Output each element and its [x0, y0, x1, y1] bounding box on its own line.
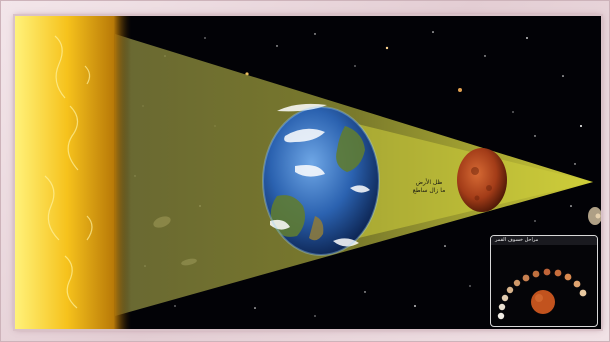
phase-moon: [522, 274, 530, 282]
phase-moon: [564, 273, 572, 281]
phase-moons: [497, 268, 587, 320]
eclipse-phases-inset: مراحل خسوف القمر: [490, 235, 598, 327]
sun-flares: [44, 35, 93, 309]
eclipsed-moon: [531, 290, 555, 314]
moon: [457, 148, 507, 212]
earth-clouds: [270, 103, 370, 247]
phase-moon: [543, 268, 551, 276]
phase-moon: [497, 312, 505, 320]
phases-arc: [497, 268, 587, 320]
phase-moon: [554, 269, 562, 277]
phase-moon: [573, 280, 581, 288]
earth-shadow-label-line1: ظل الأرض: [415, 179, 443, 186]
eclipse-scene: ظل الأرض ما زال ساطع مراحل خسوف القمر: [15, 16, 601, 329]
phase-moon: [532, 270, 540, 278]
phase-moon: [579, 289, 587, 297]
eclipse-illustration: [15, 16, 601, 329]
earth-shadow-label-line2: ما زال ساطع: [412, 187, 446, 194]
phase-moon: [498, 303, 506, 311]
galaxy-shape: [588, 207, 601, 225]
phase-moon: [501, 294, 509, 302]
earth-shadow-label: ظل الأرض ما زال ساطع: [401, 179, 457, 195]
phase-moon: [513, 279, 521, 287]
inset-title: مراحل خسوف القمر: [491, 236, 597, 245]
sun: [15, 16, 131, 329]
phase-moon: [506, 286, 514, 294]
